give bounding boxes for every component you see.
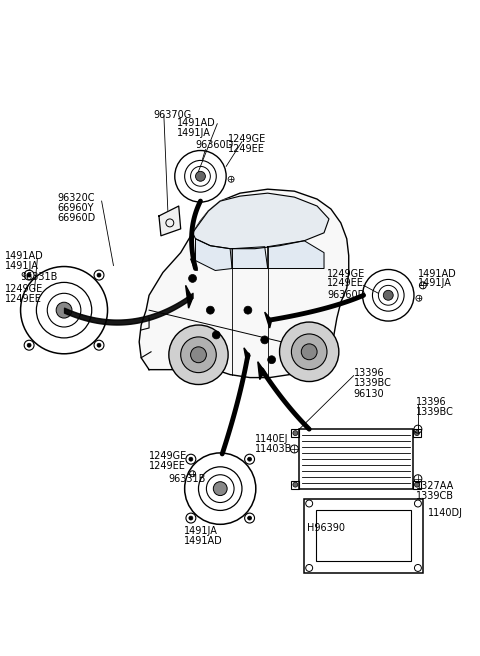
Circle shape	[195, 171, 205, 181]
Circle shape	[291, 334, 327, 369]
Circle shape	[279, 322, 339, 382]
Text: 1249GE: 1249GE	[327, 268, 365, 279]
Text: 1491JA: 1491JA	[5, 260, 38, 270]
Text: 96360D: 96360D	[327, 291, 365, 300]
Text: 66960D: 66960D	[57, 213, 96, 223]
Text: H96390: H96390	[307, 523, 345, 533]
Polygon shape	[139, 189, 349, 378]
Text: 1140DJ: 1140DJ	[428, 508, 463, 518]
Circle shape	[293, 430, 298, 436]
Circle shape	[212, 331, 220, 339]
Circle shape	[244, 306, 252, 314]
Polygon shape	[258, 361, 264, 380]
Text: 1249GE: 1249GE	[5, 284, 43, 295]
Text: 1249EE: 1249EE	[5, 295, 42, 304]
Circle shape	[180, 337, 216, 373]
Bar	[413, 429, 421, 437]
Circle shape	[191, 347, 206, 363]
Circle shape	[97, 343, 101, 347]
Circle shape	[384, 291, 393, 300]
Text: 1491JA: 1491JA	[177, 128, 211, 138]
Text: 1249GE: 1249GE	[149, 451, 187, 461]
Circle shape	[414, 482, 420, 487]
Text: 66960Y: 66960Y	[57, 203, 94, 213]
Polygon shape	[192, 193, 329, 249]
Text: 96331B: 96331B	[21, 272, 58, 283]
Text: 1339CB: 1339CB	[416, 491, 454, 501]
Polygon shape	[264, 312, 272, 328]
Text: 11403B: 11403B	[255, 444, 292, 454]
Text: 96370G: 96370G	[153, 110, 191, 120]
Polygon shape	[191, 258, 197, 270]
Circle shape	[293, 482, 298, 487]
Polygon shape	[195, 239, 232, 270]
Bar	[291, 429, 300, 437]
Circle shape	[27, 273, 31, 277]
Circle shape	[268, 356, 276, 363]
Text: 1491JA: 1491JA	[184, 526, 217, 537]
Text: 96320C: 96320C	[57, 193, 95, 203]
Text: 1491AD: 1491AD	[184, 536, 222, 546]
Text: 96130: 96130	[354, 390, 384, 400]
Circle shape	[301, 344, 317, 359]
Circle shape	[27, 343, 31, 347]
Circle shape	[261, 336, 269, 344]
Text: 1249EE: 1249EE	[327, 278, 364, 289]
Bar	[304, 499, 423, 573]
Circle shape	[206, 306, 214, 314]
Text: 1491AD: 1491AD	[418, 268, 456, 279]
Circle shape	[248, 457, 252, 461]
Text: 1491AD: 1491AD	[177, 118, 216, 128]
Circle shape	[189, 516, 193, 520]
Circle shape	[414, 430, 420, 436]
Circle shape	[97, 273, 101, 277]
Circle shape	[248, 516, 252, 520]
Text: 1327AA: 1327AA	[416, 481, 454, 491]
Polygon shape	[159, 206, 180, 236]
Circle shape	[56, 302, 72, 318]
Text: 13396: 13396	[416, 398, 446, 407]
Bar	[291, 481, 300, 489]
Text: 1249EE: 1249EE	[149, 461, 186, 471]
Text: 96360D: 96360D	[195, 140, 234, 150]
Text: 1491AD: 1491AD	[5, 251, 44, 260]
Text: 1339BC: 1339BC	[354, 378, 392, 388]
Text: 1249GE: 1249GE	[228, 134, 266, 144]
Circle shape	[189, 274, 196, 282]
Bar	[413, 481, 421, 489]
Text: 13396: 13396	[354, 367, 384, 378]
Polygon shape	[186, 285, 192, 308]
Circle shape	[169, 325, 228, 384]
Bar	[316, 510, 411, 561]
Polygon shape	[232, 247, 268, 268]
Text: 1491JA: 1491JA	[418, 278, 452, 289]
Circle shape	[213, 482, 227, 495]
Circle shape	[189, 457, 193, 461]
Text: 96331B: 96331B	[169, 474, 206, 483]
Bar	[300, 429, 413, 489]
Polygon shape	[244, 348, 250, 363]
Text: 1249EE: 1249EE	[228, 144, 265, 154]
Text: 1339BC: 1339BC	[416, 407, 454, 417]
Polygon shape	[268, 241, 324, 268]
Text: 1140EJ: 1140EJ	[255, 434, 288, 444]
